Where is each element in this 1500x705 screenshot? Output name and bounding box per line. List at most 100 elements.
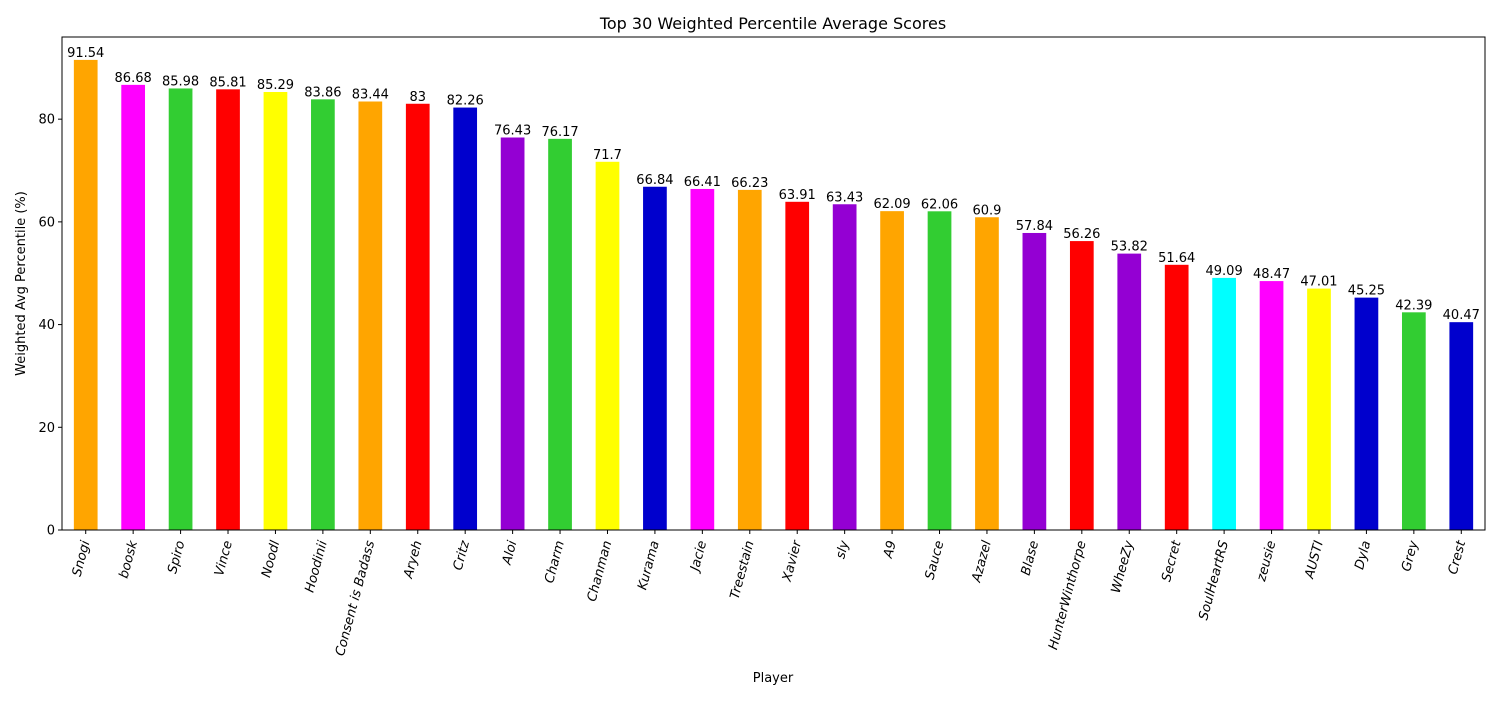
bar-value-label: 60.9 <box>972 203 1001 218</box>
x-tick-label: Charm <box>542 539 568 585</box>
x-tick-label: Kurama <box>635 539 663 592</box>
x-tick-label: AUSTI <box>1302 539 1327 581</box>
x-tick-label: Crest <box>1446 538 1470 576</box>
y-tick-label: 60 <box>38 215 55 230</box>
bar-value-label: 85.98 <box>162 74 199 89</box>
x-tick-label: Jacie <box>687 539 710 575</box>
bar <box>785 201 810 531</box>
bar <box>690 188 715 530</box>
bar <box>121 84 146 531</box>
bar <box>832 204 857 530</box>
bar <box>975 217 999 530</box>
bar <box>548 138 572 530</box>
bar <box>1117 253 1142 531</box>
bar-value-label: 42.39 <box>1395 298 1432 313</box>
bar-value-label: 71.7 <box>593 148 622 163</box>
bar <box>1307 288 1331 530</box>
bar-value-label: 86.68 <box>115 71 152 86</box>
y-tick-label: 20 <box>38 421 55 436</box>
bar <box>1069 241 1094 530</box>
bar <box>405 103 430 530</box>
bar <box>927 211 952 531</box>
bar-value-label: 53.82 <box>1111 240 1148 255</box>
x-tick-label: Blase <box>1019 539 1043 577</box>
x-tick-label: Snogi <box>70 539 94 578</box>
bar-value-label: 49.09 <box>1206 264 1243 279</box>
bars-layer <box>73 59 1474 531</box>
bar-value-label: 66.84 <box>636 173 673 188</box>
x-tick-label: Hoodinii <box>303 539 331 594</box>
x-axis-label: Player <box>753 671 794 686</box>
bar-value-label: 66.23 <box>731 176 768 191</box>
x-tick-label: Grey <box>1399 539 1422 573</box>
bar-value-label: 85.81 <box>209 75 246 90</box>
bar <box>1164 264 1189 530</box>
x-tick-label: sly <box>833 539 852 561</box>
x-tick-label: Critz <box>451 538 474 572</box>
bar <box>1022 232 1047 530</box>
bar <box>595 161 620 531</box>
x-tick-label: Dyla <box>1352 539 1374 571</box>
bar <box>168 88 193 531</box>
x-tick-label: Sauce <box>923 539 948 581</box>
y-axis: 0 20 40 60 80 <box>38 113 62 539</box>
x-axis: Snogi boosk Spiro Vince Noodl Hoodinii Consent… <box>70 530 1470 658</box>
bar-value-label: 57.84 <box>1016 219 1053 234</box>
bar <box>1354 297 1379 530</box>
bar-value-label: 62.09 <box>873 197 910 212</box>
bar-value-label: 85.29 <box>257 78 294 93</box>
y-tick-label: 80 <box>38 113 55 128</box>
value-labels-layer: 91.54 86.68 85.98 85.81 85.29 83.86 83.44 83 82.… <box>67 46 1480 323</box>
bar-value-label: 47.01 <box>1300 275 1337 290</box>
x-tick-label: Aryeh <box>401 539 426 581</box>
bar <box>358 101 383 530</box>
bar-value-label: 82.26 <box>447 94 484 109</box>
chart-title: Top 30 Weighted Percentile Average Score… <box>599 14 946 33</box>
bar-value-label: 62.06 <box>921 197 958 212</box>
bar-value-label: 83.44 <box>352 88 389 103</box>
x-tick-label: Spiro <box>165 539 188 575</box>
bar-value-label: 56.26 <box>1063 227 1100 242</box>
bar-value-label: 63.91 <box>779 188 816 203</box>
bar-value-label: 63.43 <box>826 190 863 205</box>
bar <box>737 189 762 530</box>
x-tick-label: HunterWinthorpe <box>1046 539 1090 651</box>
bar-value-label: 83 <box>409 90 426 105</box>
bar-value-label: 76.17 <box>541 125 578 140</box>
x-tick-label: Vince <box>212 539 236 578</box>
x-tick-label: zeusie <box>1254 539 1279 584</box>
x-tick-label: Azazel <box>969 539 995 585</box>
bar-value-label: 51.64 <box>1158 251 1195 266</box>
plot-frame <box>61 36 1486 531</box>
x-tick-label: WheeZy <box>1109 539 1137 595</box>
bar-value-label: 66.41 <box>684 175 721 190</box>
bar <box>1212 277 1236 530</box>
bar <box>311 99 335 530</box>
x-tick-label: Chanman <box>585 539 616 603</box>
y-tick-label: 0 <box>47 524 55 539</box>
bar <box>263 92 288 530</box>
bar <box>73 59 98 531</box>
bar <box>500 137 525 530</box>
x-tick-label: Consent is Badass <box>333 539 378 658</box>
x-tick-label: Aloi <box>500 539 521 567</box>
bar <box>1449 322 1474 530</box>
bar <box>643 186 667 530</box>
bar-value-label: 40.47 <box>1443 308 1480 323</box>
y-axis-label: Weighted Avg Percentile (%) <box>14 191 29 376</box>
bar-value-label: 83.86 <box>304 85 341 100</box>
bar-value-label: 91.54 <box>67 46 104 61</box>
bar <box>1259 281 1284 530</box>
bar <box>216 89 240 530</box>
x-tick-label: Treestain <box>728 539 758 601</box>
bar-value-label: 48.47 <box>1253 267 1290 282</box>
x-tick-label: Xavier <box>780 538 806 585</box>
x-tick-label: Noodl <box>259 539 283 579</box>
x-tick-label: Secret <box>1159 538 1185 583</box>
bar <box>1401 312 1426 530</box>
x-tick-label: A9 <box>881 539 900 560</box>
y-tick-label: 40 <box>38 318 55 333</box>
x-tick-label: SoulHeartRS <box>1196 539 1232 622</box>
bar-value-label: 45.25 <box>1348 284 1385 299</box>
